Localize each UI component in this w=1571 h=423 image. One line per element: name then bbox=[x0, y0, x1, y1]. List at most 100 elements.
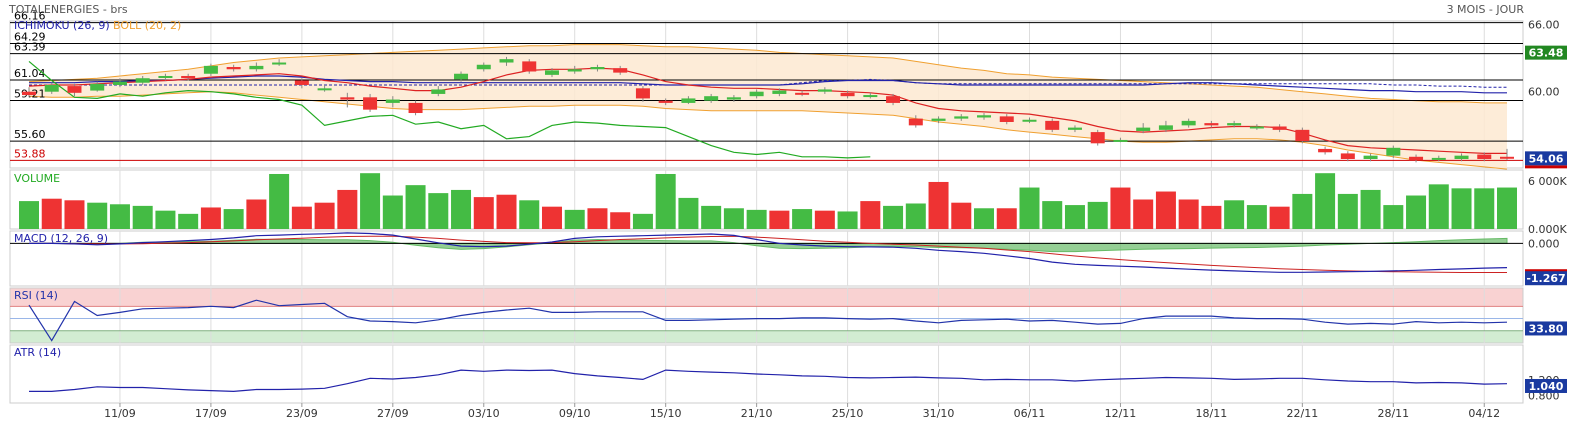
candle-up bbox=[112, 81, 127, 85]
x-tick-label: 23/09 bbox=[286, 407, 318, 420]
volume-bar bbox=[1064, 205, 1085, 229]
volume-bar bbox=[1269, 206, 1290, 229]
volume-bar bbox=[155, 210, 176, 229]
volume-bar bbox=[1337, 193, 1358, 229]
last-price-badge: 63.48 bbox=[1529, 47, 1564, 60]
macd-tick-label: 0.000 bbox=[1528, 237, 1560, 250]
candle-up bbox=[1067, 127, 1082, 130]
candle-up bbox=[954, 116, 969, 119]
x-tick-label: 11/09 bbox=[104, 407, 136, 420]
candle-down bbox=[840, 92, 855, 97]
level-label: 66.16 bbox=[14, 10, 46, 23]
x-tick-label: 27/09 bbox=[377, 407, 409, 420]
volume-bar bbox=[1451, 188, 1472, 229]
candle-down bbox=[908, 118, 923, 126]
volume-bar bbox=[1224, 200, 1245, 229]
volume-bar bbox=[792, 209, 813, 229]
candle-up bbox=[1386, 147, 1401, 156]
rsi-value-badge-bg bbox=[1525, 321, 1567, 336]
candle-up bbox=[863, 95, 878, 98]
price-tick-label: 66.00 bbox=[1528, 18, 1560, 31]
volume-bar bbox=[223, 209, 244, 229]
candle-up bbox=[499, 59, 514, 63]
volume-bar bbox=[541, 206, 562, 229]
x-tick-label: 21/10 bbox=[741, 407, 773, 420]
candle-up bbox=[1431, 157, 1446, 160]
candle-up bbox=[317, 88, 332, 91]
volume-bar bbox=[860, 201, 881, 229]
candle-up bbox=[590, 67, 605, 70]
candle-down bbox=[181, 75, 196, 79]
x-tick-label: 17/09 bbox=[195, 407, 227, 420]
atr-value-badge-bg bbox=[1525, 378, 1567, 393]
volume-bar bbox=[314, 202, 335, 229]
ichimoku-kijun-line bbox=[29, 75, 1507, 94]
volume-bar bbox=[360, 173, 381, 229]
candle-up bbox=[1136, 127, 1151, 131]
volume-bar bbox=[974, 208, 995, 229]
candle-down bbox=[22, 91, 36, 96]
candle-down bbox=[294, 80, 309, 85]
candle-down bbox=[1090, 132, 1105, 144]
candle-down bbox=[67, 86, 82, 93]
candle-up bbox=[385, 99, 400, 103]
volume-bar bbox=[723, 208, 744, 229]
volume-bar bbox=[405, 185, 426, 229]
volume-bar bbox=[883, 205, 904, 229]
macd-signal-line bbox=[29, 235, 1507, 273]
x-tick-label: 28/11 bbox=[1377, 407, 1409, 420]
candle-up bbox=[1181, 120, 1196, 126]
candle-up bbox=[476, 64, 491, 70]
volume-bar bbox=[291, 206, 312, 229]
bollinger-band-fill bbox=[29, 44, 1507, 170]
candle-up bbox=[135, 78, 150, 83]
volume-bar bbox=[1360, 189, 1381, 229]
candle-down bbox=[635, 88, 650, 99]
volume-bar bbox=[1292, 193, 1313, 229]
rsi-overbought-zone bbox=[10, 288, 1523, 307]
volume-bar bbox=[132, 205, 153, 229]
candle-up bbox=[1022, 119, 1037, 122]
candle-up bbox=[931, 118, 946, 121]
volume-bar bbox=[1133, 199, 1154, 229]
candle-up bbox=[249, 65, 264, 70]
volume-bar bbox=[701, 205, 722, 229]
x-axis: 11/09 17/09 23/09 27/09 03/10 09/10 15/10 21/10… bbox=[104, 403, 1500, 420]
volume-bar bbox=[1110, 187, 1131, 229]
legend-ichimoku: ICHIMOKU (26, 9) bbox=[14, 19, 110, 32]
volume-bar bbox=[837, 211, 858, 229]
volume-bar bbox=[1497, 187, 1517, 229]
volume-bar bbox=[1019, 187, 1040, 229]
candle-down bbox=[886, 96, 901, 103]
volume-bar bbox=[1087, 201, 1108, 229]
candle-up bbox=[90, 83, 105, 91]
macd-value-badge-bg bbox=[1525, 271, 1567, 286]
volume-bar bbox=[519, 200, 540, 229]
volume-bar bbox=[928, 181, 949, 229]
candle-down bbox=[999, 116, 1014, 122]
volume-bar bbox=[1428, 184, 1449, 229]
candle-up bbox=[454, 73, 469, 80]
volume-bar bbox=[1383, 205, 1404, 229]
price-panel: 66.1664.2963.3961.0459.2155.6053.88ICHIM… bbox=[9, 10, 1567, 170]
candle-up bbox=[158, 75, 173, 78]
current-price-marker bbox=[1525, 165, 1567, 169]
volume-bar bbox=[564, 209, 585, 229]
atr-title: ATR (14) bbox=[14, 346, 61, 359]
macd-frame bbox=[9, 230, 1524, 287]
candle-up bbox=[567, 69, 582, 72]
candle-down bbox=[1295, 129, 1310, 142]
candle-down bbox=[1340, 153, 1355, 160]
x-tick-label: 03/10 bbox=[468, 407, 500, 420]
x-tick-label: 15/10 bbox=[650, 407, 682, 420]
price-frame bbox=[9, 20, 1524, 169]
x-tick-label: 31/10 bbox=[923, 407, 955, 420]
bollinger-lower-line bbox=[28, 91, 1508, 170]
volume-bar bbox=[64, 200, 85, 229]
macd-panel: MACD (12, 26, 9) 0.000 -1.267 bbox=[9, 230, 1567, 287]
candle-down bbox=[1204, 123, 1219, 126]
rsi-panel: RSI (14) 33.80 bbox=[9, 287, 1567, 344]
volume-bar bbox=[996, 208, 1017, 229]
